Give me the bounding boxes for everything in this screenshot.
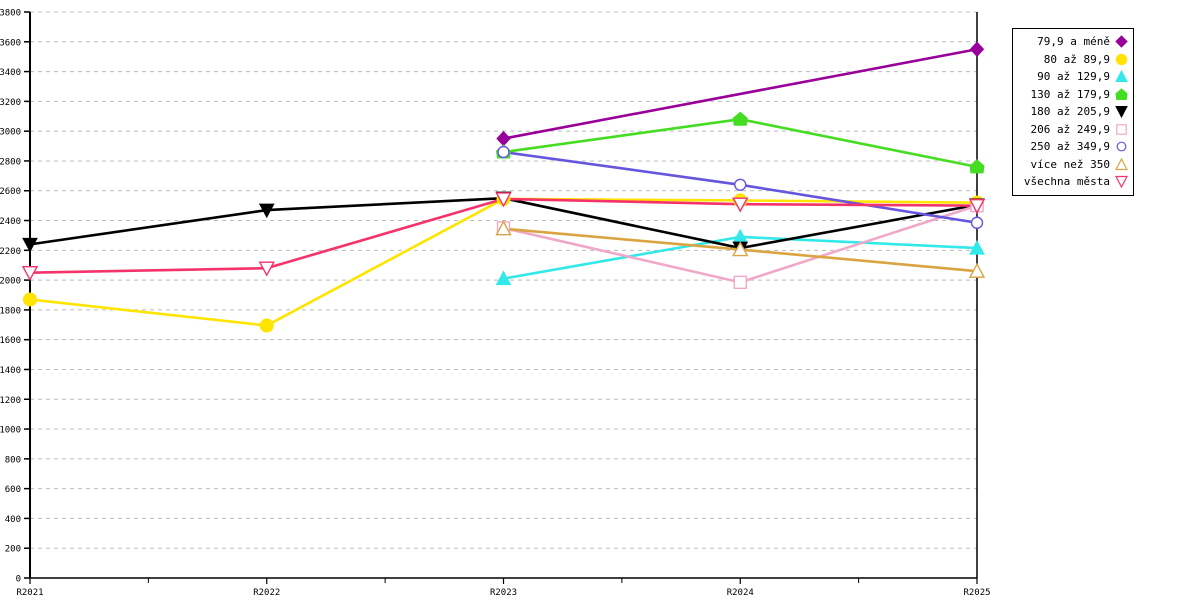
data-point-marker (495, 192, 512, 208)
legend-item[interactable]: 80 až 89,9 (1019, 51, 1128, 69)
legend-marker-icon (1116, 141, 1127, 152)
y-axis-tick-label: 2400 (0, 217, 21, 227)
y-axis-tick-label: 800 (5, 455, 21, 465)
y-axis-tick-label: 3400 (0, 68, 21, 78)
legend-item[interactable]: více než 350 (1019, 156, 1128, 174)
legend-marker-circle-icon (1115, 53, 1128, 66)
y-axis-tick-label: 200 (5, 545, 21, 555)
y-axis-tick-label: 1200 (0, 396, 21, 406)
axes: 0 200 400 600 800 1000 1200 1400 1600 1800 2000 220… (0, 9, 991, 599)
legend-marker-triangle-up-icon (1115, 70, 1128, 83)
series-line-1 (29, 197, 978, 327)
legend-item[interactable]: všechna města (1019, 173, 1128, 191)
series-line-8 (29, 197, 978, 274)
legend-item-label: více než 350 (1030, 157, 1110, 171)
legend-marker-icon (1115, 35, 1128, 48)
x-axis-tick-label: R2022 (253, 588, 280, 598)
y-axis-tick-label: 3200 (0, 98, 21, 108)
y-axis-tick-label: 1800 (0, 306, 21, 316)
data-point-marker (22, 237, 38, 253)
series-line-0 (503, 47, 978, 140)
legend-marker-icon (1115, 176, 1128, 189)
data-point-marker (258, 261, 275, 277)
legend-marker-triangle-down-icon (1115, 105, 1128, 119)
legend-item[interactable]: 250 až 349,9 (1019, 138, 1128, 156)
legend-marker-pentagon-icon (1115, 88, 1128, 101)
legend-item-label: 180 až 205,9 (1030, 105, 1110, 119)
legend-item[interactable]: 130 až 179,9 (1019, 86, 1128, 104)
legend-item[interactable]: 90 až 129,9 (1019, 68, 1128, 86)
y-axis-tick-label: 2800 (0, 157, 21, 167)
legend-marker-square-open-icon (1115, 123, 1128, 136)
y-axis-tick-label: 3800 (0, 9, 21, 19)
data-point-marker (258, 203, 275, 219)
data-point-marker (21, 265, 39, 282)
x-axis-tick-label: R2021 (16, 588, 43, 598)
legend-item-label: 80 až 89,9 (1043, 52, 1110, 66)
series-markers (21, 41, 986, 333)
y-axis-tick-label: 0 (16, 575, 21, 585)
legend-item-label: 90 až 129,9 (1037, 70, 1110, 84)
chart-legend: 79,9 a méně 80 až 89,9 90 až 129,9 130 až 1… (1012, 28, 1134, 196)
y-axis-tick-label: 2600 (0, 187, 21, 197)
data-point-marker (732, 241, 749, 257)
data-point-marker (495, 270, 512, 286)
legend-item-label: 206 až 249,9 (1030, 122, 1110, 136)
legend-marker-diamond-icon (1115, 35, 1128, 48)
data-point-marker (969, 41, 985, 57)
legend-item-label: 79,9 a méně (1037, 35, 1110, 49)
x-axis-tick-label: R2023 (490, 588, 517, 598)
legend-marker-icon (1115, 157, 1128, 170)
legend-item[interactable]: 180 až 205,9 (1019, 103, 1128, 121)
legend-marker-icon (1115, 106, 1128, 119)
y-axis-tick-label: 600 (5, 485, 21, 495)
y-axis-tick-label: 400 (5, 515, 21, 525)
data-point-marker (497, 145, 510, 159)
data-point-marker (733, 275, 747, 290)
legend-marker-icon (1115, 53, 1128, 65)
data-point-marker (968, 198, 986, 215)
legend-item-label: 130 až 179,9 (1030, 87, 1110, 101)
legend-item[interactable]: 79,9 a méně (1019, 33, 1128, 51)
legend-marker-icon (1115, 88, 1128, 100)
data-point-marker (495, 220, 512, 236)
data-point-marker (732, 111, 748, 126)
data-point-marker (969, 240, 985, 255)
legend-marker-icon (1115, 70, 1128, 83)
x-axis-tick-label: R2024 (727, 588, 754, 598)
y-axis-tick-label: 3600 (0, 38, 21, 48)
legend-item[interactable]: 206 až 249,9 (1019, 121, 1128, 139)
y-axis-tick-label: 1600 (0, 336, 21, 346)
data-point-marker (734, 178, 747, 191)
data-point-marker (969, 159, 985, 174)
legend-item-label: všechna města (1023, 175, 1110, 189)
legend-marker-circle-open-icon (1115, 140, 1128, 153)
legend-marker-triangle-down-open-icon (1115, 175, 1128, 189)
legend-marker-triangle-up-open-icon (1115, 157, 1128, 171)
data-point-marker (970, 216, 984, 229)
y-axis-tick-label: 2000 (0, 277, 21, 287)
data-point-marker (732, 197, 749, 213)
y-axis-tick-label: 3000 (0, 128, 21, 138)
y-axis-tick-label: 1400 (0, 366, 21, 376)
data-point-marker (496, 130, 511, 147)
data-point-marker (259, 318, 274, 333)
data-point-marker (23, 292, 37, 307)
y-axis-tick-label: 2200 (0, 247, 21, 257)
x-axis-tick-label: R2025 (963, 588, 990, 598)
legend-marker-icon (1116, 123, 1127, 135)
data-point-marker (968, 262, 986, 278)
legend-item-label: 250 až 349,9 (1030, 140, 1110, 154)
y-axis-tick-label: 1000 (0, 426, 21, 436)
